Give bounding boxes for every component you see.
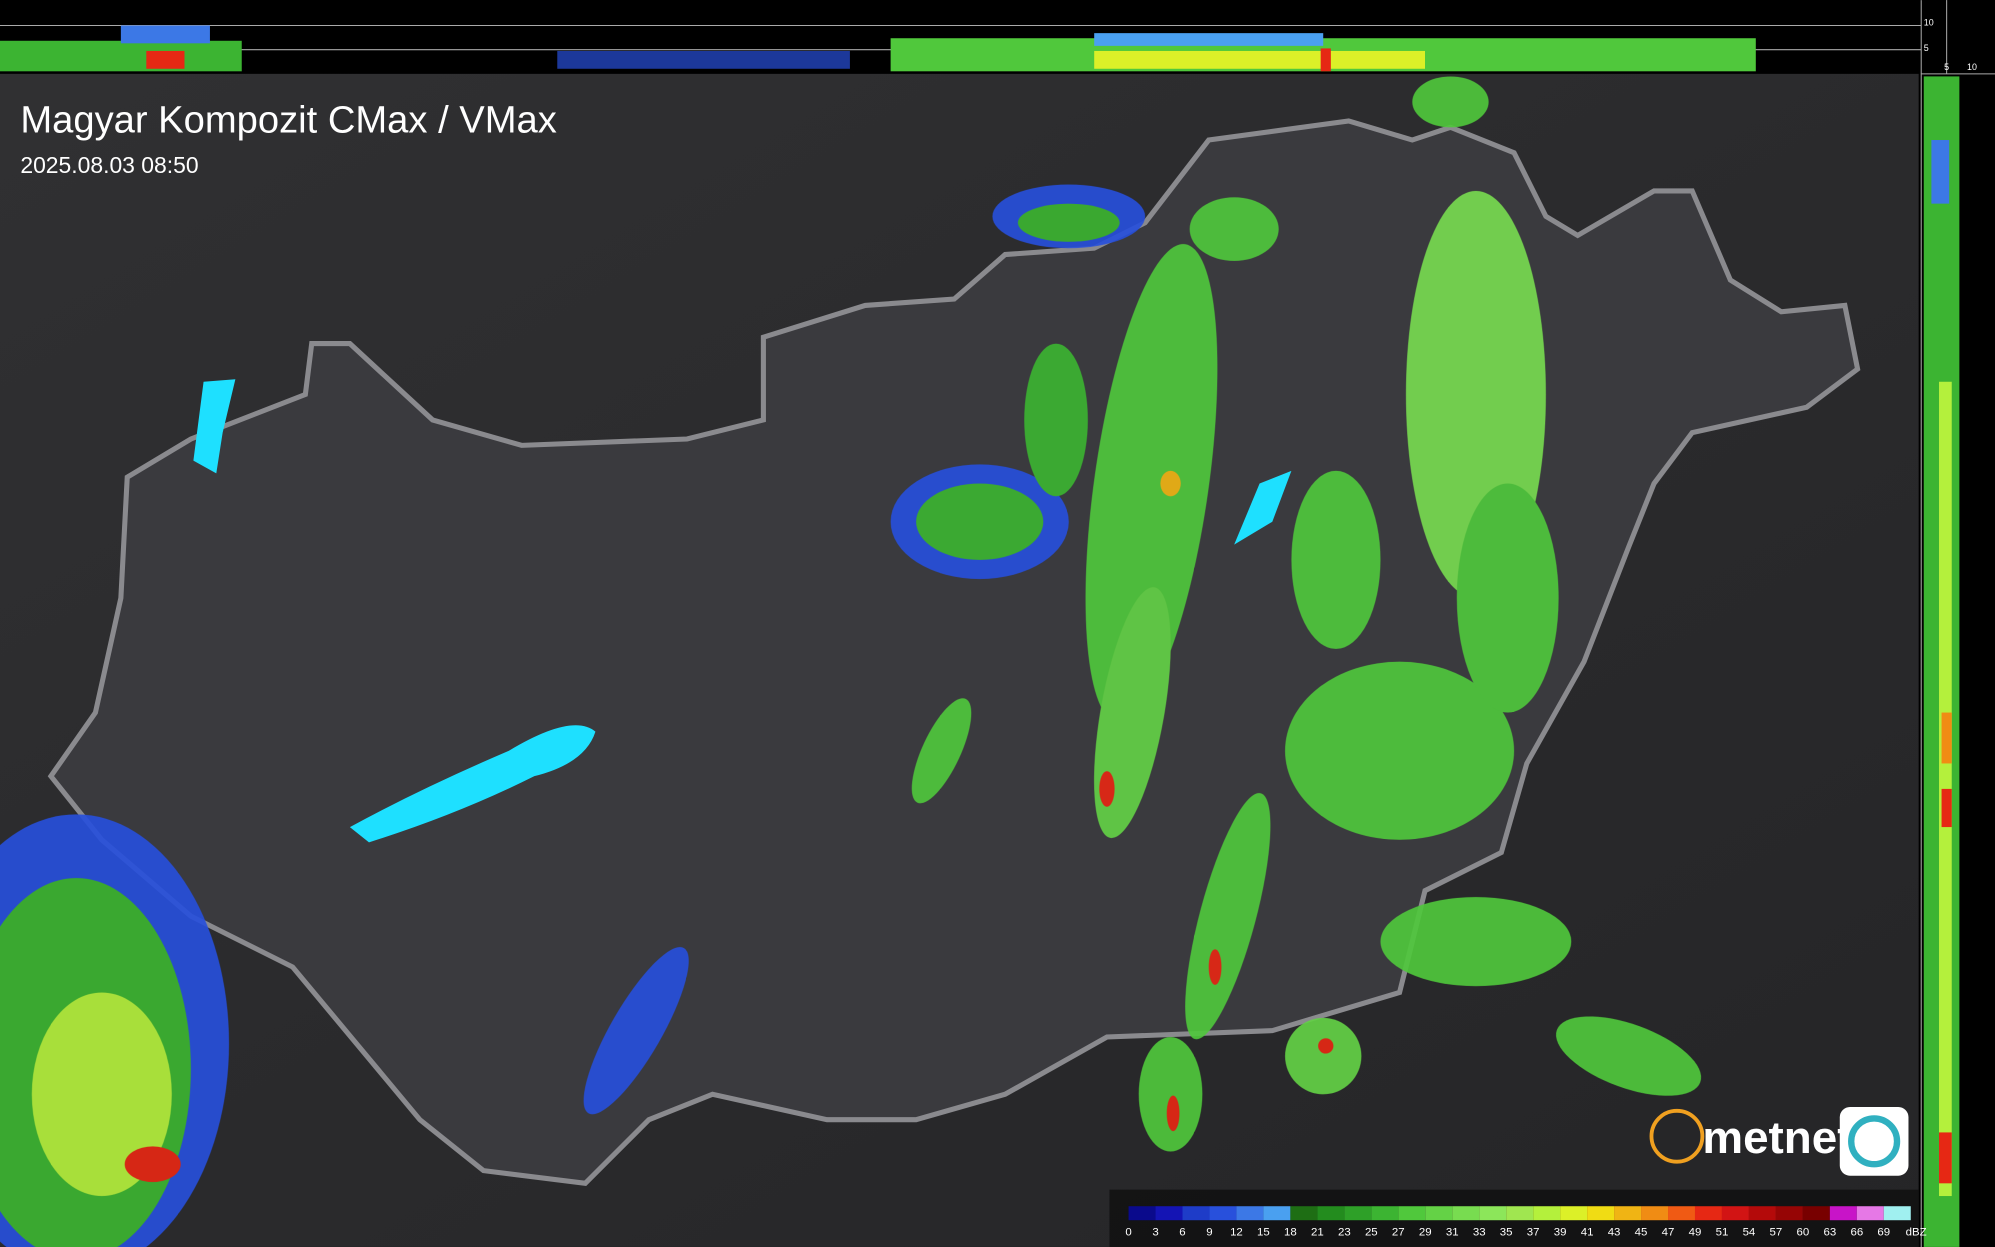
legend-swatch <box>1560 1206 1588 1221</box>
legend-swatch <box>1155 1206 1183 1221</box>
logo-text: metnet <box>1702 1112 1852 1163</box>
legend-label: 0 <box>1125 1226 1131 1238</box>
legend-swatch <box>1856 1206 1884 1221</box>
legend-swatch <box>1775 1206 1803 1221</box>
map-title: Magyar Kompozit CMax / VMax <box>20 98 556 141</box>
lake <box>1234 470 1292 545</box>
profile-tick: 10 <box>1924 18 1934 28</box>
legend-swatch <box>1398 1206 1426 1221</box>
top-profile <box>0 25 1922 72</box>
legend-label: 31 <box>1446 1226 1459 1238</box>
legend-label: 43 <box>1608 1226 1621 1238</box>
legend: 0 3 6 9 12 15 18 21 23 25 27 29 31 33 35 37 39 41 43 45 47 49… <box>1125 1206 1927 1238</box>
legend-label: 15 <box>1257 1226 1270 1238</box>
legend-label: 47 <box>1662 1226 1675 1238</box>
legend-label: 27 <box>1392 1226 1405 1238</box>
legend-swatch <box>1425 1206 1453 1221</box>
legend-label: 25 <box>1365 1226 1378 1238</box>
legend-swatch <box>1694 1206 1722 1221</box>
legend-label: 3 <box>1152 1226 1158 1238</box>
legend-label: 57 <box>1770 1226 1783 1238</box>
legend-label: 33 <box>1473 1226 1486 1238</box>
legend-swatch <box>1452 1206 1480 1221</box>
legend-label: 18 <box>1284 1226 1297 1238</box>
legend-swatch <box>1506 1206 1534 1221</box>
legend-label: 54 <box>1743 1226 1756 1238</box>
legend-swatch <box>1668 1206 1695 1221</box>
legend-label: 12 <box>1230 1226 1243 1238</box>
lake <box>193 379 236 474</box>
legend-swatch <box>1614 1206 1642 1221</box>
legend-swatch <box>1317 1206 1345 1221</box>
legend-swatch <box>1479 1206 1507 1221</box>
legend-label: 69 <box>1877 1226 1890 1238</box>
legend-swatch <box>1748 1206 1776 1221</box>
legend-swatch <box>1883 1206 1911 1221</box>
side-profile <box>1920 0 1995 1247</box>
legend-swatch <box>1802 1206 1830 1221</box>
legend-label: 60 <box>1797 1226 1810 1238</box>
legend-swatch <box>1533 1206 1561 1221</box>
legend-swatch <box>1263 1206 1291 1221</box>
radar-echoes <box>0 76 1702 1247</box>
legend-swatch <box>1290 1206 1318 1221</box>
legend-label: 63 <box>1823 1226 1836 1238</box>
legend-label: 21 <box>1311 1226 1324 1238</box>
legend-unit: dBZ <box>1906 1226 1927 1238</box>
legend-label: 23 <box>1338 1226 1351 1238</box>
legend-label: 9 <box>1206 1226 1212 1238</box>
legend-label: 39 <box>1554 1226 1567 1238</box>
legend-label: 6 <box>1179 1226 1185 1238</box>
legend-label: 37 <box>1527 1226 1540 1238</box>
legend-swatch <box>1721 1206 1749 1221</box>
legend-swatch <box>1128 1206 1156 1221</box>
lake <box>349 725 596 843</box>
legend-label: 41 <box>1581 1226 1594 1238</box>
legend-swatch <box>1829 1206 1857 1221</box>
profile-tick: 5 <box>1924 43 1929 53</box>
legend-swatch <box>1236 1206 1264 1221</box>
timestamp: 2025.08.03 08:50 <box>20 152 198 178</box>
legend-label: 29 <box>1419 1226 1432 1238</box>
legend-swatch <box>1209 1206 1237 1221</box>
legend-swatch <box>1587 1206 1615 1221</box>
legend-label: 66 <box>1850 1226 1863 1238</box>
legend-label: 51 <box>1716 1226 1729 1238</box>
logo: metnet <box>1649 1106 1909 1176</box>
profile-tick: 5 <box>1944 62 1949 72</box>
legend-swatch <box>1182 1206 1210 1221</box>
legend-label: 49 <box>1689 1226 1702 1238</box>
legend-label: 45 <box>1635 1226 1648 1238</box>
legend-swatch <box>1641 1206 1669 1221</box>
legend-swatch <box>1371 1206 1399 1221</box>
profile-tick: 10 <box>1967 62 1977 72</box>
legend-label: 35 <box>1500 1226 1513 1238</box>
legend-swatch <box>1344 1206 1372 1221</box>
